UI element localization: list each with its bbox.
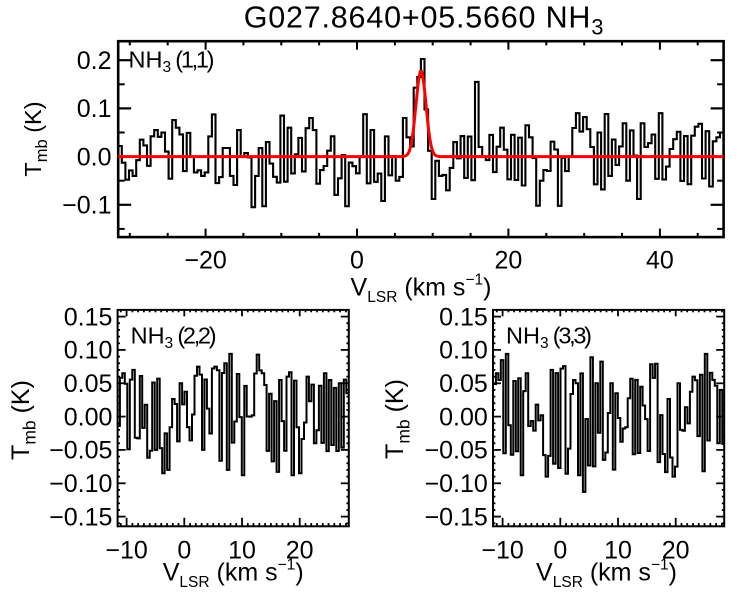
svg-text:0.10: 0.10	[439, 337, 488, 365]
svg-text:G027.8640+05.5660 NH3: G027.8640+05.5660 NH3	[244, 1, 605, 40]
svg-text:Tmb (K): Tmb (K)	[7, 380, 40, 460]
svg-text:−10: −10	[481, 537, 523, 565]
svg-text:−0.15: −0.15	[49, 503, 112, 531]
svg-text:0: 0	[553, 537, 567, 565]
svg-text:20: 20	[662, 537, 690, 565]
svg-text:40: 40	[646, 247, 674, 275]
svg-text:0.05: 0.05	[439, 370, 488, 398]
svg-text:20: 20	[286, 537, 314, 565]
svg-text:0.15: 0.15	[64, 303, 113, 331]
svg-text:−0.05: −0.05	[425, 437, 488, 465]
svg-text:0.2: 0.2	[77, 47, 112, 75]
svg-text:NH3 (2,2): NH3 (2,2)	[131, 323, 216, 353]
svg-text:Tmb (K): Tmb (K)	[20, 101, 51, 176]
svg-text:10: 10	[228, 537, 256, 565]
svg-text:VLSR (km s−1): VLSR (km s−1)	[351, 272, 492, 307]
svg-text:NH3 (3,3): NH3 (3,3)	[506, 323, 591, 353]
svg-text:NH3 (1,1): NH3 (1,1)	[129, 47, 214, 77]
svg-text:−0.10: −0.10	[425, 470, 488, 498]
svg-text:0.10: 0.10	[64, 337, 113, 365]
svg-text:0.00: 0.00	[64, 403, 113, 431]
svg-text:−0.15: −0.15	[425, 503, 488, 531]
svg-text:0.15: 0.15	[439, 303, 488, 331]
svg-text:−0.05: −0.05	[49, 437, 112, 465]
svg-text:10: 10	[604, 537, 632, 565]
svg-text:0.1: 0.1	[77, 95, 112, 123]
svg-text:−20: −20	[184, 247, 226, 275]
svg-text:0: 0	[350, 247, 364, 275]
svg-text:−0.10: −0.10	[49, 470, 112, 498]
svg-text:0.05: 0.05	[64, 370, 113, 398]
svg-text:0.00: 0.00	[439, 403, 488, 431]
svg-text:0: 0	[177, 537, 191, 565]
svg-text:−10: −10	[105, 537, 147, 565]
svg-text:−0.1: −0.1	[62, 192, 111, 220]
svg-text:0.0: 0.0	[77, 143, 112, 171]
svg-text:20: 20	[494, 247, 522, 275]
svg-text:Tmb (K): Tmb (K)	[381, 379, 414, 459]
